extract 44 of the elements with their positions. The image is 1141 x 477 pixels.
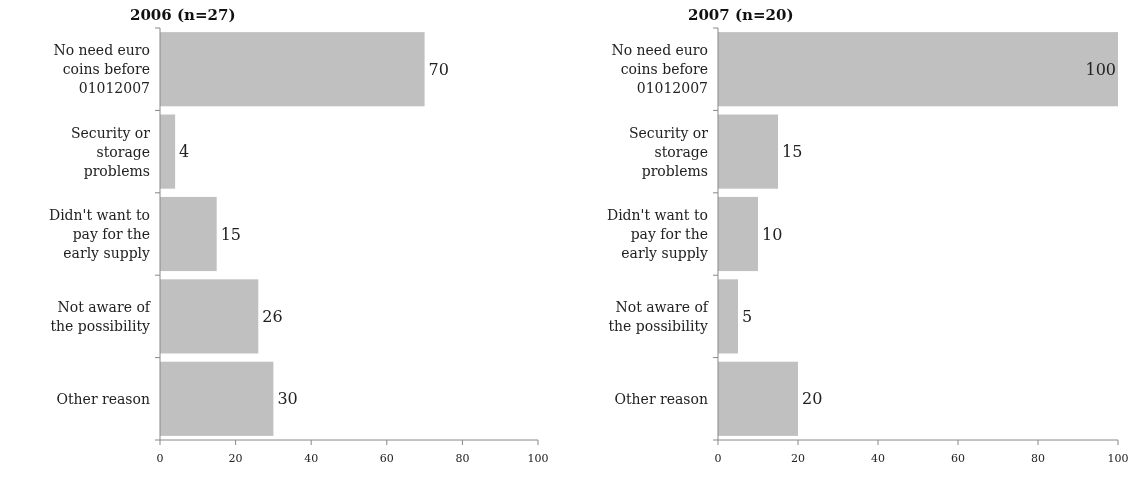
x-tick-label: 100 (1107, 452, 1129, 465)
data-label: 15 (782, 142, 803, 162)
chart-title: 2007 (n=20) (688, 6, 794, 24)
data-label: 100 (1085, 59, 1116, 79)
y-tick-label: Other reason (56, 390, 150, 407)
x-tick-label: 60 (379, 452, 394, 465)
bar (718, 32, 1118, 107)
y-tick-label: No need euro coins before 01012007 (53, 42, 150, 97)
data-label: 4 (179, 142, 190, 162)
data-label: 30 (277, 389, 298, 409)
x-tick-label: 40 (871, 452, 885, 465)
data-label: 5 (742, 307, 753, 326)
data-label: 10 (762, 224, 783, 244)
x-tick-label: 100 (527, 452, 549, 465)
bar (160, 196, 217, 272)
bar (718, 361, 798, 436)
y-tick-label: Didn't want to pay for the early supply (606, 206, 709, 261)
bar (160, 32, 425, 107)
x-tick-label: 40 (304, 452, 319, 465)
x-tick-label: 80 (455, 452, 470, 465)
y-tick-label: Didn't want to pay for the early supply (48, 206, 151, 261)
chart-title: 2006 (n=27) (130, 6, 236, 24)
bar (718, 196, 758, 272)
x-tick-label: 0 (714, 452, 722, 465)
bar (160, 361, 274, 436)
y-tick-label: Security or storage problems (70, 124, 151, 179)
bar (160, 279, 259, 354)
x-tick-label: 20 (228, 452, 243, 465)
bar (718, 279, 738, 354)
data-label: 26 (262, 307, 283, 326)
y-tick-label: Not aware of the possibility (50, 298, 152, 334)
y-tick-label: No need euro coins before 01012007 (611, 42, 708, 97)
x-tick-label: 60 (951, 452, 965, 465)
y-tick-label: Security or storage problems (628, 124, 709, 179)
data-label: 15 (220, 224, 242, 244)
bar (718, 114, 778, 189)
y-tick-label: Not aware of the possibility (608, 298, 710, 334)
x-tick-label: 80 (1031, 452, 1045, 465)
data-label: 20 (802, 389, 823, 409)
x-tick-label: 20 (791, 452, 805, 465)
bar (160, 114, 176, 189)
x-tick-label: 0 (156, 452, 164, 465)
data-label: 70 (428, 59, 449, 79)
y-tick-label: Other reason (614, 390, 708, 407)
